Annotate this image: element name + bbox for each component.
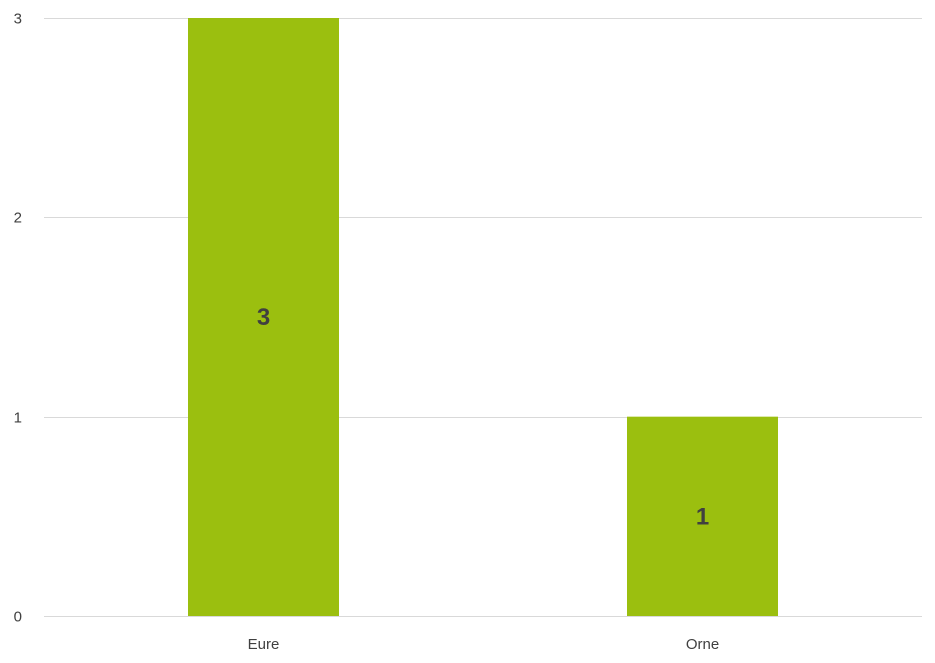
x-category-label-eure: Eure xyxy=(248,636,280,653)
bars xyxy=(188,18,778,616)
bar-eure xyxy=(188,18,339,616)
bar-orne xyxy=(627,416,778,616)
y-tick-label: 2 xyxy=(14,210,22,227)
y-tick-label: 3 xyxy=(14,11,22,28)
x-axis-category-labels: Eure Orne xyxy=(248,636,720,653)
data-label-eure: 3 xyxy=(257,304,270,331)
data-label-orne: 1 xyxy=(696,503,709,530)
y-axis-tick-labels: 0 1 2 3 xyxy=(14,11,22,626)
data-labels: 31 xyxy=(257,304,709,530)
x-category-label-orne: Orne xyxy=(686,636,719,653)
y-tick-label: 0 xyxy=(14,609,22,626)
gridlines xyxy=(44,18,922,617)
y-tick-label: 1 xyxy=(14,410,22,427)
